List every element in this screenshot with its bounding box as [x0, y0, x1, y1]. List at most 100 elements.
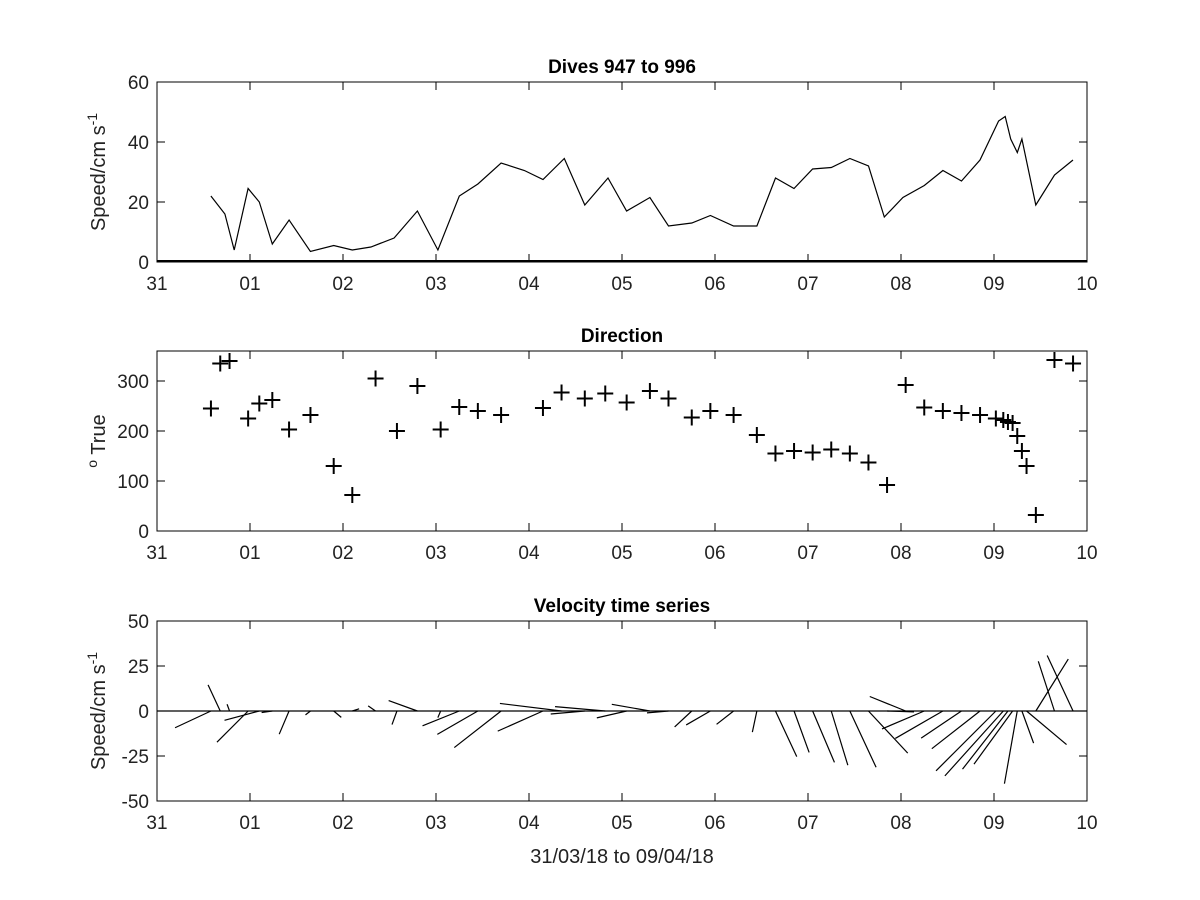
- direction-marker: [202, 400, 219, 417]
- speed-line: [210, 115, 1074, 253]
- x-tick-label: 04: [518, 543, 540, 564]
- x-tick-label: 01: [239, 543, 260, 564]
- velocity-stick: [611, 703, 651, 712]
- plot-frame: [156, 350, 1088, 532]
- x-tick-label: 02: [332, 274, 353, 295]
- velocity-stick: [278, 710, 290, 735]
- velocity-stick: [391, 710, 398, 725]
- direction-marker: [702, 403, 719, 419]
- x-tick-label: 04: [518, 274, 540, 295]
- direction-marker: [451, 399, 468, 415]
- y-tick-label: -25: [122, 747, 149, 768]
- chart-title: Velocity time series: [534, 596, 710, 617]
- direction-marker: [660, 390, 677, 407]
- y-tick-label: 100: [117, 472, 149, 493]
- velocity-stick: [944, 710, 1004, 777]
- x-tick-label: 10: [1076, 543, 1097, 564]
- direction-marker: [302, 407, 319, 423]
- velocity-stick: [674, 710, 693, 728]
- velocity-stick: [207, 684, 221, 712]
- direction-marker: [972, 407, 989, 423]
- chart-title: Dives 947 to 996: [548, 57, 696, 78]
- direction-marker: [534, 400, 551, 416]
- y-tick-label: 25: [128, 657, 149, 678]
- direction-marker: [264, 392, 281, 408]
- direction-marker: [1065, 355, 1082, 372]
- direction-marker: [409, 378, 426, 394]
- x-tick-label: 06: [704, 274, 725, 295]
- velocity-stick: [367, 705, 376, 712]
- direction-marker: [1004, 415, 1021, 431]
- plot-frame: [156, 81, 1088, 263]
- velocity-stick: [224, 710, 260, 721]
- direction-marker: [325, 458, 342, 474]
- x-tick-label: 07: [797, 543, 818, 564]
- y-tick-label: 200: [117, 422, 149, 443]
- velocity-stick: [333, 710, 342, 718]
- y-tick-label: 0: [138, 253, 149, 274]
- velocity-stick: [352, 708, 360, 712]
- direction-marker: [493, 407, 510, 423]
- y-tick-label: 60: [128, 73, 149, 94]
- y-tick-label: 0: [138, 702, 149, 723]
- y-axis-label: o True: [84, 414, 110, 467]
- velocity-stick: [422, 710, 460, 727]
- x-tick-label: 01: [239, 274, 260, 295]
- x-tick-label: 08: [890, 813, 911, 834]
- direction-marker: [641, 383, 658, 399]
- x-tick-label: 10: [1076, 274, 1097, 295]
- y-tick-label: 40: [128, 133, 149, 154]
- direction-marker: [212, 355, 229, 372]
- x-tick-label: 03: [425, 813, 446, 834]
- direction-marker: [897, 377, 914, 393]
- direction-marker: [240, 410, 257, 427]
- direction-marker: [767, 445, 784, 462]
- x-tick-label: 07: [797, 813, 818, 834]
- x-tick-label: 31: [146, 543, 167, 564]
- velocity-stick: [830, 710, 849, 766]
- chart-title: Direction: [581, 326, 663, 347]
- velocity-stick: [931, 710, 981, 750]
- velocity-stick: [437, 710, 442, 718]
- x-tick-label: 08: [890, 274, 911, 295]
- speed-panel: Dives 947 to 996 31 01 02 03 04 05 06 07 08 09 10 0 2…: [84, 57, 1098, 295]
- velocity-stick: [869, 695, 906, 712]
- velocity-stick: [499, 702, 562, 712]
- velocity-stick: [554, 706, 606, 712]
- x-tick-label: 07: [797, 274, 818, 295]
- x-axis-label: 31/03/18 to 09/04/18: [530, 846, 714, 868]
- x-tick-label: 31: [146, 813, 167, 834]
- direction-marker: [388, 423, 405, 439]
- direction-marker: [879, 477, 896, 493]
- y-axis-label: Speed/cm s-1: [84, 652, 110, 770]
- direction-marker: [1018, 458, 1035, 474]
- x-tick-label: 05: [611, 813, 632, 834]
- velocity-stick: [497, 710, 544, 732]
- direction-marker: [748, 427, 765, 443]
- direction-marker: [1046, 352, 1063, 368]
- velocity-stick: [868, 710, 909, 754]
- velocity-stick: [226, 704, 231, 712]
- x-tick-label: 01: [239, 813, 260, 834]
- direction-marker: [1013, 443, 1030, 459]
- velocity-stick: [1021, 710, 1035, 744]
- velocity-stick: [751, 710, 758, 733]
- x-tick-label: 02: [332, 543, 353, 564]
- velocity-stick: [437, 710, 479, 735]
- direction-marker: [251, 395, 268, 412]
- velocity-panel: Velocity time series 31 01 02 03 04 05 06 07 08 09…: [84, 596, 1098, 868]
- direction-marker: [1009, 428, 1026, 444]
- velocity-stick: [887, 710, 915, 713]
- y-tick-label: 50: [128, 612, 149, 633]
- velocity-stick: [973, 710, 1014, 765]
- x-tick-label: 31: [146, 274, 167, 295]
- velocity-stick: [1026, 710, 1067, 746]
- x-tick-label: 09: [983, 274, 1004, 295]
- velocity-stick: [685, 710, 711, 726]
- x-tick-label: 09: [983, 813, 1004, 834]
- direction-marker: [469, 403, 486, 419]
- velocity-stick: [550, 710, 585, 715]
- direction-marker: [1027, 507, 1044, 523]
- y-tick-label: 20: [128, 193, 149, 214]
